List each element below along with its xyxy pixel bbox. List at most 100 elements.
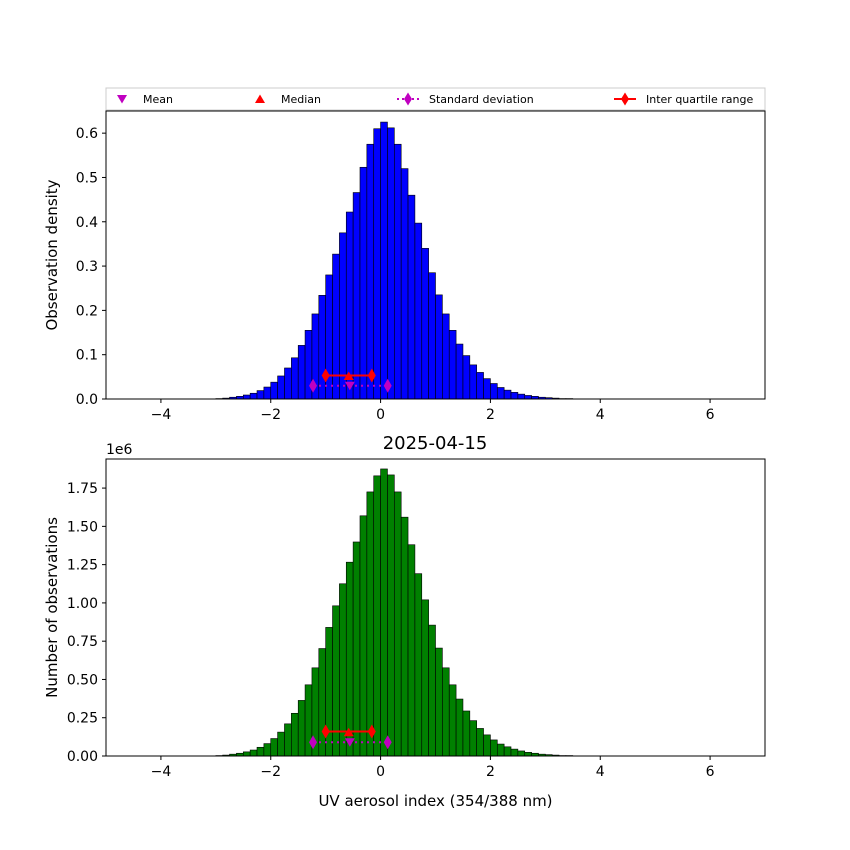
histogram-bar [339, 232, 347, 400]
histogram-bar [284, 723, 292, 757]
x-tick-label: −4 [151, 407, 172, 423]
histogram-bar [503, 746, 512, 757]
histogram-bar [414, 573, 423, 757]
y-tick-label: 0.00 [67, 749, 98, 765]
histogram-bar [490, 739, 498, 757]
histogram-bar [297, 345, 306, 400]
x-tick-label: 6 [706, 764, 715, 780]
histogram-bar [359, 166, 368, 400]
histogram-bar [373, 128, 381, 400]
x-tick-label: 2 [486, 764, 495, 780]
iqr-high-marker [367, 724, 376, 739]
statistics-markers [309, 368, 392, 393]
y-axis-label: Observation density [43, 179, 61, 330]
histogram-bar [325, 627, 333, 757]
histogram-bar [510, 392, 519, 400]
y-tick-label: 0.75 [67, 634, 98, 650]
histogram-bar [455, 698, 464, 757]
histogram-bar [428, 624, 436, 757]
iqr-low-marker [321, 724, 330, 739]
median-marker [343, 371, 354, 380]
legend-entry: Inter quartile range [614, 92, 753, 106]
histogram-bar [524, 395, 532, 400]
histogram-bar [517, 393, 526, 400]
figure-title: 2025-04-15 [383, 433, 488, 454]
mean-marker [344, 738, 355, 747]
x-tick-label: 2 [486, 407, 495, 423]
std-dev-low-marker [309, 378, 318, 393]
iqr-high-marker [367, 368, 376, 383]
histogram-bar [448, 330, 457, 400]
histogram-bar [256, 390, 265, 400]
histogram-bar [407, 194, 416, 400]
y-tick-label: 0.50 [67, 672, 98, 688]
histogram-bar [428, 272, 436, 400]
x-tick-label: −2 [260, 764, 281, 780]
legend-entry: Median [255, 93, 321, 106]
histogram-bar [476, 372, 484, 400]
x-axis: −4 −2 0 2 4 6 [151, 756, 715, 780]
legend-median-marker [255, 94, 265, 103]
legend-label: Standard deviation [429, 93, 534, 106]
histogram-bar [332, 253, 340, 400]
plot-frame [105, 110, 766, 400]
mean-marker [344, 381, 355, 391]
histogram-bar [256, 746, 265, 757]
histogram-bar [366, 143, 375, 400]
histogram-bar [400, 168, 409, 400]
histogram-bar [483, 734, 491, 757]
std-dev-low-marker [309, 735, 318, 750]
y-tick-label: 0.0 [76, 392, 98, 408]
x-axis: −4 −2 0 2 4 6 [151, 399, 715, 423]
iqr-low-marker [321, 368, 330, 383]
histogram-bar [483, 378, 491, 400]
histogram-bar [414, 222, 423, 400]
histogram-bar [242, 394, 251, 400]
std-dev-high-marker [383, 378, 392, 393]
x-tick-label: −4 [151, 764, 172, 780]
histogram-bar [387, 474, 395, 757]
histogram-bar [421, 248, 429, 400]
density-histogram-panel: −4 −2 0 2 4 6 0.0 0.1 0.2 0.3 0.4 0.5 0.6 Observation… [43, 110, 766, 423]
y-offset-label: 1e6 [106, 442, 133, 458]
x-tick-label: 0 [376, 764, 385, 780]
legend-entry: Standard deviation [397, 92, 534, 106]
histogram-bar [380, 121, 388, 400]
histogram-bar [380, 468, 388, 757]
y-tick-label: 1.50 [67, 519, 98, 535]
histogram-bar [448, 684, 457, 757]
histogram-bar [345, 561, 354, 757]
y-tick-label: 1.25 [67, 558, 98, 574]
histogram-bar [421, 599, 429, 757]
legend-entry: Mean [117, 93, 173, 106]
histogram-bar [496, 743, 505, 757]
histogram-bar [517, 750, 526, 757]
std-dev-high-marker [383, 735, 392, 750]
histogram-bar [407, 544, 416, 757]
histogram-bar [242, 751, 251, 757]
histogram-bar [524, 752, 532, 757]
legend-std-marker [404, 92, 412, 106]
histogram-bar [442, 313, 450, 400]
x-tick-label: 0 [376, 407, 385, 423]
histogram-bar [366, 491, 375, 757]
y-tick-label: 0.3 [76, 259, 98, 275]
histogram-bar [249, 392, 258, 400]
legend-label: Inter quartile range [646, 93, 753, 106]
histogram-bar [352, 192, 361, 400]
histogram-bar [490, 383, 498, 400]
histogram-bar [455, 343, 464, 400]
histogram-bar [469, 720, 477, 757]
histogram-bar [249, 749, 258, 757]
histogram-bar [277, 375, 285, 400]
x-tick-label: 4 [596, 407, 605, 423]
y-tick-label: 1.00 [67, 596, 98, 612]
histogram-bar [332, 605, 340, 757]
histogram-bar [462, 355, 471, 400]
y-axis-label: Number of observations [43, 517, 61, 698]
histogram-bar [291, 712, 299, 757]
histogram-bar [359, 515, 368, 757]
histogram-bar [442, 667, 450, 757]
histogram-bars [215, 468, 574, 757]
